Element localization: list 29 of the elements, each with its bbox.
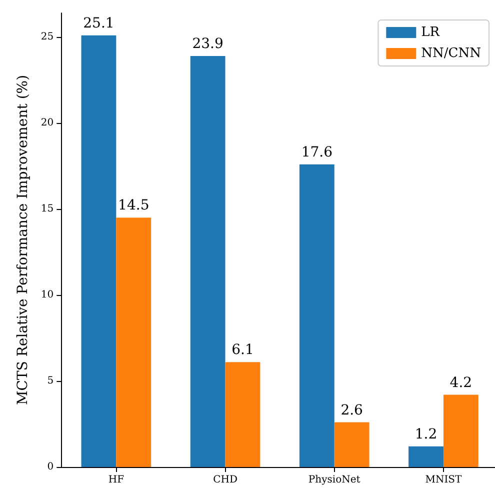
data-label: 1.2	[414, 426, 438, 442]
data-label: 4.2	[450, 374, 472, 391]
legend-label: LR	[421, 25, 441, 40]
data-label: 23.9	[192, 36, 224, 52]
bar	[334, 422, 370, 467]
bar	[299, 164, 334, 467]
data-label: 14.5	[118, 198, 150, 214]
x-tick-label: MNIST	[425, 474, 462, 486]
bar	[81, 35, 116, 467]
bar	[116, 218, 152, 467]
data-label: 17.6	[301, 144, 333, 160]
y-axis-title: MCTS Relative Performance Improvement (%)	[15, 74, 31, 406]
bar	[408, 446, 444, 467]
y-tick-label: 10	[40, 290, 54, 301]
bar	[190, 56, 226, 467]
y-tick-label: 20	[40, 118, 54, 129]
bar	[225, 362, 260, 467]
data-label: 2.6	[340, 402, 364, 418]
bar	[443, 394, 478, 467]
data-label: 6.1	[232, 342, 254, 358]
y-tick-label: 25	[40, 32, 54, 43]
legend-label: NN/CNN	[421, 46, 481, 61]
x-tick-label: HF	[108, 474, 124, 486]
y-tick-label: 15	[40, 204, 54, 215]
y-tick-label: 5	[47, 376, 54, 387]
y-tick-label: 0	[47, 462, 54, 472]
data-label: 25.1	[83, 15, 114, 32]
x-tick-label: PhysioNet	[308, 474, 360, 486]
x-tick-label: CHD	[213, 474, 238, 486]
